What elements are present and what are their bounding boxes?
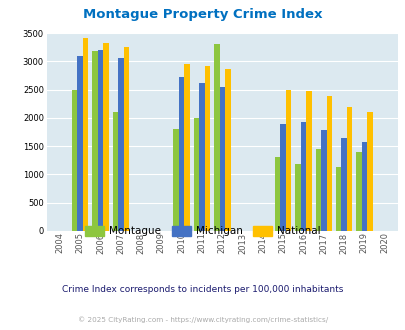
Bar xyxy=(294,164,300,231)
Bar xyxy=(118,58,123,231)
Bar xyxy=(224,69,230,231)
Bar xyxy=(315,149,320,231)
Bar xyxy=(346,107,352,231)
Bar xyxy=(341,138,346,231)
Bar xyxy=(361,142,366,231)
Bar xyxy=(204,66,210,231)
Bar xyxy=(92,51,98,231)
Bar xyxy=(112,112,118,231)
Bar xyxy=(320,130,326,231)
Bar xyxy=(280,123,285,231)
Bar xyxy=(219,87,224,231)
Bar xyxy=(72,89,77,231)
Bar xyxy=(366,112,372,231)
Bar xyxy=(335,167,341,231)
Bar xyxy=(83,38,88,231)
Bar xyxy=(285,89,291,231)
Text: Crime Index corresponds to incidents per 100,000 inhabitants: Crime Index corresponds to incidents per… xyxy=(62,285,343,294)
Bar xyxy=(77,56,83,231)
Bar xyxy=(326,96,331,231)
Bar xyxy=(98,50,103,231)
Bar xyxy=(184,64,190,231)
Bar xyxy=(199,83,204,231)
Bar xyxy=(355,152,361,231)
Bar xyxy=(193,118,199,231)
Bar xyxy=(305,91,311,231)
Bar xyxy=(103,43,109,231)
Bar xyxy=(179,77,184,231)
Bar xyxy=(274,157,280,231)
Text: © 2025 CityRating.com - https://www.cityrating.com/crime-statistics/: © 2025 CityRating.com - https://www.city… xyxy=(78,316,327,323)
Bar xyxy=(300,122,305,231)
Legend: Montague, Michigan, National: Montague, Michigan, National xyxy=(81,222,324,241)
Text: Montague Property Crime Index: Montague Property Crime Index xyxy=(83,8,322,21)
Bar xyxy=(173,129,179,231)
Bar xyxy=(123,47,129,231)
Bar xyxy=(213,44,219,231)
